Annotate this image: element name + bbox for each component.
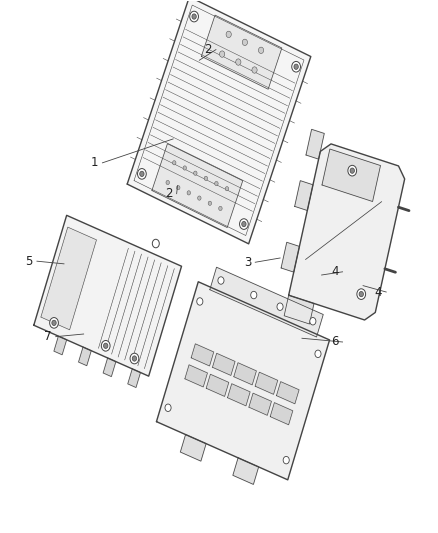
Polygon shape [233,458,258,484]
Polygon shape [276,382,299,404]
Circle shape [258,47,264,53]
Circle shape [198,196,201,200]
Polygon shape [156,282,329,480]
Polygon shape [295,181,313,211]
Polygon shape [191,344,214,366]
Circle shape [190,11,198,22]
Polygon shape [228,384,250,406]
Polygon shape [281,243,300,272]
Circle shape [103,343,108,349]
Polygon shape [41,227,96,330]
Circle shape [236,59,241,65]
Circle shape [166,180,170,184]
Circle shape [292,61,300,72]
Circle shape [357,289,366,300]
Polygon shape [284,295,314,324]
Polygon shape [212,353,235,375]
Polygon shape [234,363,256,385]
Circle shape [138,168,146,179]
Polygon shape [322,149,381,201]
Polygon shape [152,144,243,228]
Circle shape [283,456,289,464]
Circle shape [294,64,298,69]
Circle shape [187,191,191,195]
Circle shape [359,292,364,297]
Circle shape [350,168,354,173]
Circle shape [277,303,283,310]
Circle shape [165,404,171,411]
Circle shape [52,320,56,326]
Circle shape [173,160,176,165]
Circle shape [348,165,357,176]
Polygon shape [54,336,67,355]
Text: 6: 6 [331,335,339,349]
Circle shape [177,185,180,190]
Circle shape [208,201,212,205]
Polygon shape [185,365,208,387]
Polygon shape [210,267,323,337]
Circle shape [252,67,257,73]
Circle shape [226,31,231,37]
Polygon shape [34,215,181,376]
Polygon shape [78,347,91,366]
Polygon shape [249,393,272,415]
Polygon shape [103,358,116,377]
Polygon shape [127,0,311,244]
Circle shape [225,187,229,191]
Polygon shape [255,372,278,394]
Text: 7: 7 [44,330,52,343]
Polygon shape [206,374,229,397]
Circle shape [219,206,222,211]
Circle shape [101,341,110,351]
Circle shape [215,181,218,185]
Circle shape [242,39,247,45]
Text: 5: 5 [25,255,33,268]
Text: 2: 2 [165,187,173,200]
Text: 2: 2 [205,43,212,56]
Circle shape [130,353,139,364]
Text: 4: 4 [331,265,339,278]
Text: 3: 3 [244,256,251,269]
Circle shape [219,51,225,57]
Circle shape [132,356,137,361]
Circle shape [218,277,224,284]
Circle shape [251,292,257,299]
Polygon shape [201,15,282,89]
Polygon shape [306,130,324,159]
Circle shape [183,166,187,170]
Circle shape [197,298,203,305]
Circle shape [315,350,321,358]
Text: 1: 1 [91,156,98,169]
Polygon shape [270,402,293,425]
Circle shape [192,14,196,19]
Polygon shape [180,434,206,461]
Circle shape [194,171,197,175]
Circle shape [310,318,316,325]
Circle shape [140,171,144,176]
Circle shape [49,318,58,328]
Circle shape [152,239,159,248]
Circle shape [204,176,208,181]
Polygon shape [289,144,405,320]
Circle shape [240,219,248,229]
Circle shape [242,221,246,227]
Polygon shape [128,369,141,387]
Text: 4: 4 [374,286,382,298]
